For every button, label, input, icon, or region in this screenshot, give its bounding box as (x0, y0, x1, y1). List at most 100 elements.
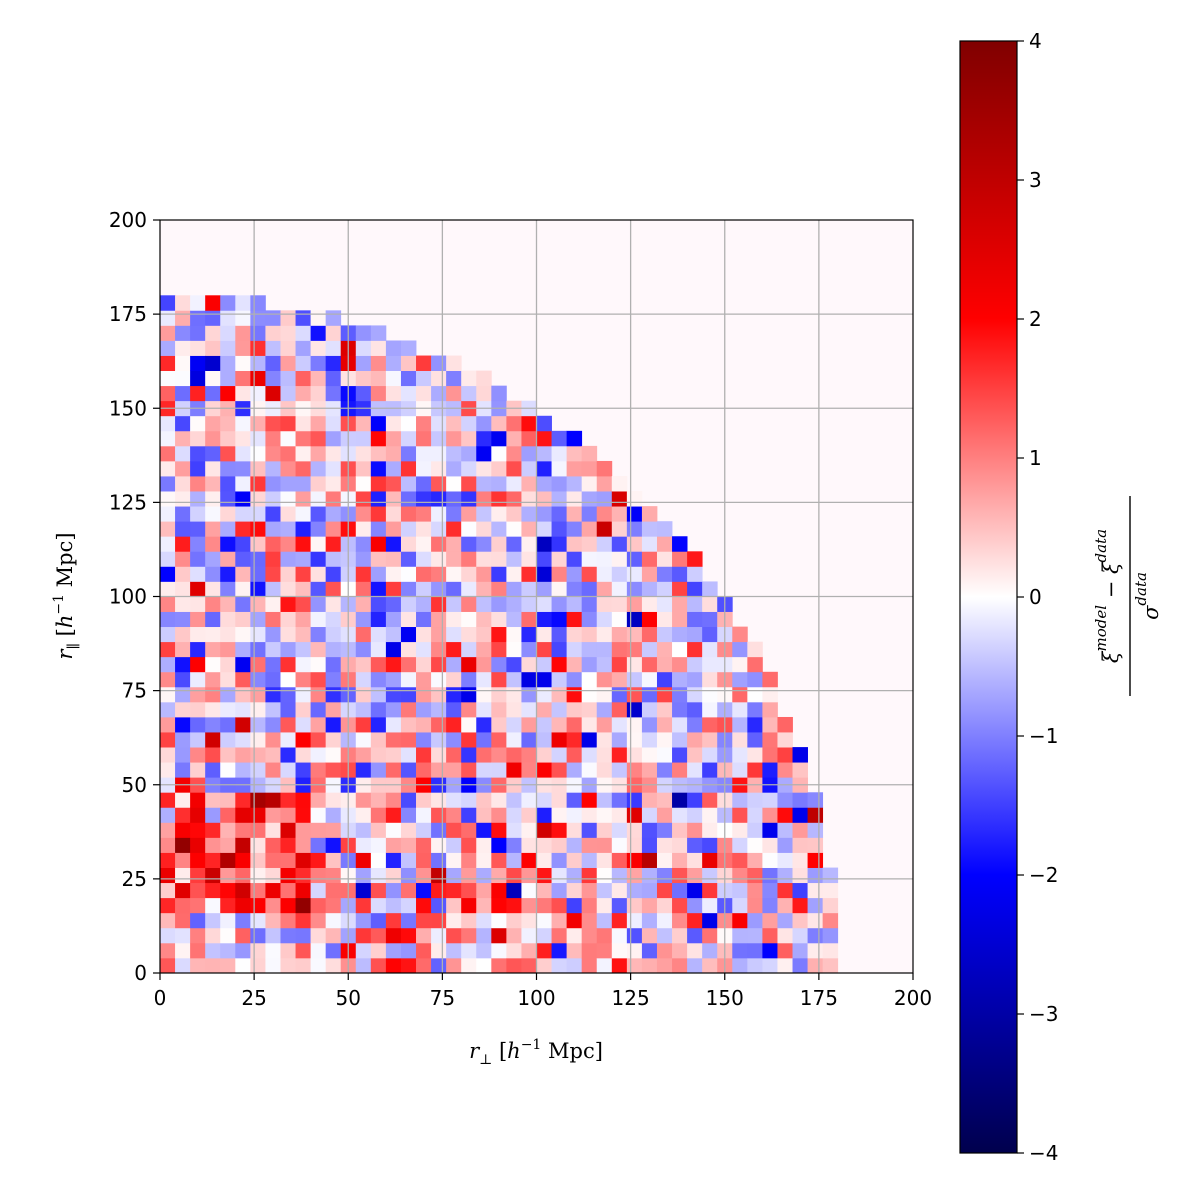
heatmap-cell (205, 310, 221, 326)
heatmap-cell (476, 581, 492, 597)
heatmap-cell (295, 476, 311, 492)
heatmap-cell (355, 430, 372, 447)
heatmap-cell (762, 716, 778, 733)
heatmap-cell (521, 460, 537, 477)
heatmap-cell (265, 747, 281, 763)
heatmap-cell (310, 882, 327, 899)
heatmap-cell (656, 792, 673, 808)
heatmap-cell (355, 882, 372, 899)
heatmap-cell (400, 596, 417, 612)
heatmap-cell (265, 476, 281, 492)
heatmap-cell (491, 686, 507, 703)
heatmap-cell (295, 732, 311, 748)
heatmap-cell (491, 912, 507, 929)
heatmap-cell (777, 957, 793, 973)
heatmap-cell (702, 596, 718, 612)
heatmap-cell (280, 792, 296, 808)
heatmap-cell (325, 551, 342, 567)
heatmap-cell (325, 340, 342, 356)
heatmap-cell (506, 747, 522, 763)
colorbar (959, 40, 1018, 1154)
heatmap-cell (280, 340, 296, 356)
heatmap-cell (385, 656, 402, 673)
heatmap-cell (265, 430, 281, 447)
heatmap-cell (190, 611, 206, 628)
heatmap-cell (160, 792, 176, 808)
heatmap-cell (476, 747, 492, 763)
heatmap-cell (400, 626, 417, 643)
heatmap-cell (190, 536, 206, 552)
heatmap-cell (370, 942, 387, 959)
heatmap-cell (431, 686, 447, 703)
heatmap-cell (672, 701, 688, 718)
heatmap-cell (581, 716, 598, 733)
heatmap-cell (416, 732, 432, 748)
heatmap-cell (672, 581, 688, 597)
heatmap-cell (416, 942, 432, 959)
heatmap-cell (596, 792, 613, 808)
heatmap-cell (641, 882, 658, 899)
y-tick-label: 150 (109, 396, 147, 420)
heatmap-cell (807, 867, 824, 884)
heatmap-cell (400, 942, 417, 959)
heatmap-cell (190, 295, 206, 311)
heatmap-cell (431, 445, 447, 462)
heatmap-cell (446, 370, 462, 387)
heatmap-cell (536, 732, 552, 748)
heatmap-cell (280, 596, 296, 612)
heatmap-cell (235, 792, 251, 808)
heatmap-cell (205, 716, 221, 733)
heatmap-cell (566, 581, 583, 597)
heatmap-cell (476, 792, 492, 808)
heatmap-cell (687, 596, 703, 612)
heatmap-cell (310, 671, 327, 688)
heatmap-cell (160, 852, 176, 868)
heatmap-cell (190, 867, 206, 884)
heatmap-cell (446, 415, 462, 432)
heatmap-cell (325, 491, 342, 507)
heatmap-cell (400, 656, 417, 673)
heatmap-cell (280, 325, 296, 341)
heatmap-cell (310, 385, 327, 402)
heatmap-cell (446, 747, 462, 763)
heatmap-cell (295, 491, 311, 507)
heatmap-cell (461, 626, 477, 643)
heatmap-cell (687, 566, 703, 582)
heatmap-cell (325, 310, 342, 326)
heatmap-cell (175, 897, 191, 914)
heatmap-cell (626, 867, 643, 884)
heatmap-cell (416, 566, 432, 582)
heatmap-cell (175, 506, 191, 522)
heatmap-cell (310, 807, 327, 823)
heatmap-cell (295, 686, 311, 703)
heatmap-cell (702, 762, 718, 778)
heatmap-cell (190, 491, 206, 507)
heatmap-cell (596, 927, 613, 944)
heatmap-cell (536, 581, 552, 597)
heatmap-cell (536, 897, 552, 914)
heatmap-cell (521, 701, 537, 718)
heatmap-cell (385, 807, 402, 823)
heatmap-cell (476, 867, 492, 884)
heatmap-cell (310, 716, 327, 733)
heatmap-cell (747, 701, 763, 718)
heatmap-cell (220, 716, 236, 733)
heatmap-cell (400, 445, 417, 462)
heatmap-cell (461, 762, 477, 778)
heatmap-cell (702, 671, 718, 688)
heatmap-cell (626, 671, 643, 688)
heatmap-cell (461, 957, 477, 973)
heatmap-cell (416, 957, 432, 973)
heatmap-cell (400, 716, 417, 733)
heatmap-cell (581, 536, 598, 552)
heatmap-cell (355, 686, 372, 703)
heatmap-cell (310, 370, 327, 387)
heatmap-cell (220, 837, 236, 853)
heatmap-cell (355, 852, 372, 868)
heatmap-cell (702, 927, 718, 944)
heatmap-cell (506, 762, 522, 778)
heatmap-cell (355, 671, 372, 688)
heatmap-cell (491, 551, 507, 567)
heatmap-cell (461, 882, 477, 899)
heatmap-cell (611, 476, 628, 492)
